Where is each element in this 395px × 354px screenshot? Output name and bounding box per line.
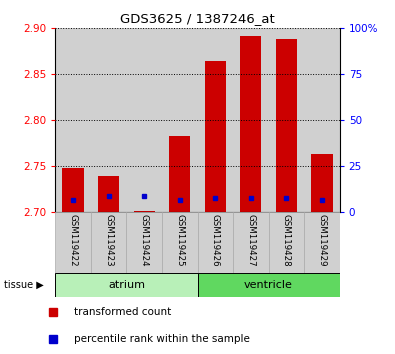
Bar — [134, 211, 155, 212]
Bar — [276, 39, 297, 212]
Bar — [240, 36, 261, 212]
Text: GSM119422: GSM119422 — [69, 214, 77, 267]
Text: GSM119429: GSM119429 — [318, 214, 326, 267]
Bar — [55, 28, 91, 212]
Text: GDS3625 / 1387246_at: GDS3625 / 1387246_at — [120, 12, 275, 25]
Text: atrium: atrium — [108, 280, 145, 290]
Bar — [233, 28, 269, 212]
Bar — [126, 212, 162, 273]
Bar — [98, 176, 119, 212]
Text: GSM119425: GSM119425 — [175, 214, 184, 267]
Text: transformed count: transformed count — [74, 307, 171, 317]
Bar — [55, 273, 198, 297]
Text: GSM119428: GSM119428 — [282, 214, 291, 267]
Bar — [233, 212, 269, 273]
Bar — [311, 154, 333, 212]
Text: ventricle: ventricle — [244, 280, 293, 290]
Bar — [91, 212, 126, 273]
Bar — [198, 273, 340, 297]
Bar — [91, 28, 126, 212]
Bar — [304, 28, 340, 212]
Text: GSM119423: GSM119423 — [104, 214, 113, 267]
Bar — [198, 28, 233, 212]
Bar — [269, 212, 304, 273]
Bar — [55, 212, 91, 273]
Text: percentile rank within the sample: percentile rank within the sample — [74, 334, 250, 344]
Bar — [126, 28, 162, 212]
Text: GSM119426: GSM119426 — [211, 214, 220, 267]
Bar — [162, 28, 198, 212]
Text: tissue ▶: tissue ▶ — [4, 280, 44, 290]
Bar — [169, 136, 190, 212]
Bar — [205, 61, 226, 212]
Bar — [162, 212, 198, 273]
Text: GSM119424: GSM119424 — [140, 214, 149, 267]
Bar — [304, 212, 340, 273]
Bar — [198, 212, 233, 273]
Text: GSM119427: GSM119427 — [246, 214, 255, 267]
Bar — [62, 168, 84, 212]
Bar — [269, 28, 304, 212]
